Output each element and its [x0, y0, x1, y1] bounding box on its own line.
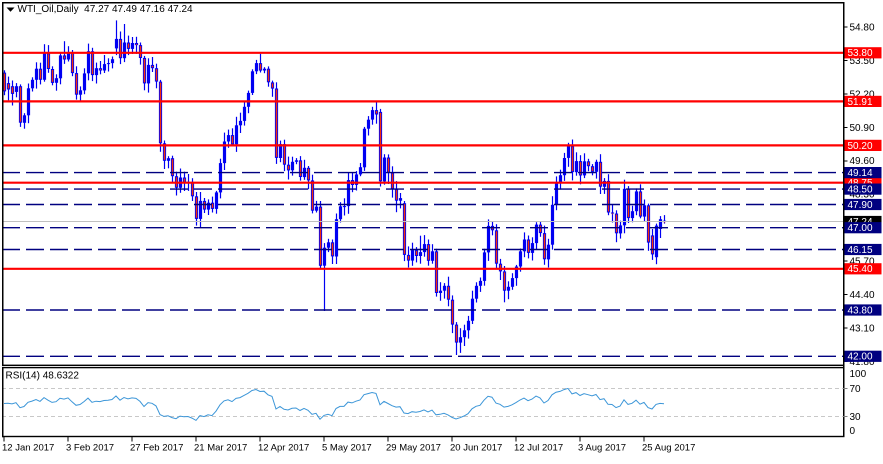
svg-text:30: 30: [850, 412, 862, 423]
svg-text:49.14: 49.14: [848, 168, 873, 179]
svg-text:42.00: 42.00: [848, 352, 873, 363]
svg-text:5 May 2017: 5 May 2017: [322, 443, 372, 454]
svg-text:47.90: 47.90: [848, 200, 873, 211]
svg-text:47.00: 47.00: [848, 223, 873, 234]
svg-text:RSI(14) 48.6322: RSI(14) 48.6322: [6, 371, 80, 382]
svg-text:3 Aug 2017: 3 Aug 2017: [578, 443, 626, 454]
svg-text:12 Jan 2017: 12 Jan 2017: [2, 443, 54, 454]
svg-text:45.40: 45.40: [848, 264, 873, 275]
svg-text:70: 70: [850, 384, 862, 395]
svg-text:20 Jun 2017: 20 Jun 2017: [450, 443, 502, 454]
svg-text:27 Feb 2017: 27 Feb 2017: [130, 443, 183, 454]
svg-text:44.40: 44.40: [850, 290, 875, 301]
svg-text:54.80: 54.80: [850, 23, 875, 34]
svg-text:45.70: 45.70: [850, 257, 875, 268]
svg-text:51.91: 51.91: [848, 97, 873, 108]
svg-text:49.60: 49.60: [850, 156, 875, 167]
svg-text:43.80: 43.80: [848, 305, 873, 316]
svg-text:41.80: 41.80: [850, 357, 875, 368]
svg-text:29 May 2017: 29 May 2017: [386, 443, 441, 454]
svg-text:48.30: 48.30: [850, 190, 875, 201]
svg-text:12 Jul 2017: 12 Jul 2017: [514, 443, 563, 454]
svg-text:53.50: 53.50: [850, 56, 875, 67]
svg-text:50.90: 50.90: [850, 123, 875, 134]
svg-text:3 Feb 2017: 3 Feb 2017: [66, 443, 114, 454]
svg-text:12 Apr 2017: 12 Apr 2017: [258, 443, 309, 454]
svg-text:25 Aug 2017: 25 Aug 2017: [642, 443, 695, 454]
svg-text:21 Mar 2017: 21 Mar 2017: [194, 443, 247, 454]
svg-text:46.15: 46.15: [848, 245, 873, 256]
svg-text:0: 0: [850, 426, 856, 437]
svg-text:52.20: 52.20: [850, 89, 875, 100]
svg-text:100: 100: [850, 369, 867, 380]
svg-text:48.50: 48.50: [848, 185, 873, 196]
svg-text:50.20: 50.20: [848, 141, 873, 152]
svg-text:WTI_Oil,Daily 47.27 47.49 47.: WTI_Oil,Daily 47.27 47.49 47.16 47.24: [18, 4, 194, 15]
svg-text:53.80: 53.80: [848, 48, 873, 59]
svg-text:43.10: 43.10: [850, 323, 875, 334]
